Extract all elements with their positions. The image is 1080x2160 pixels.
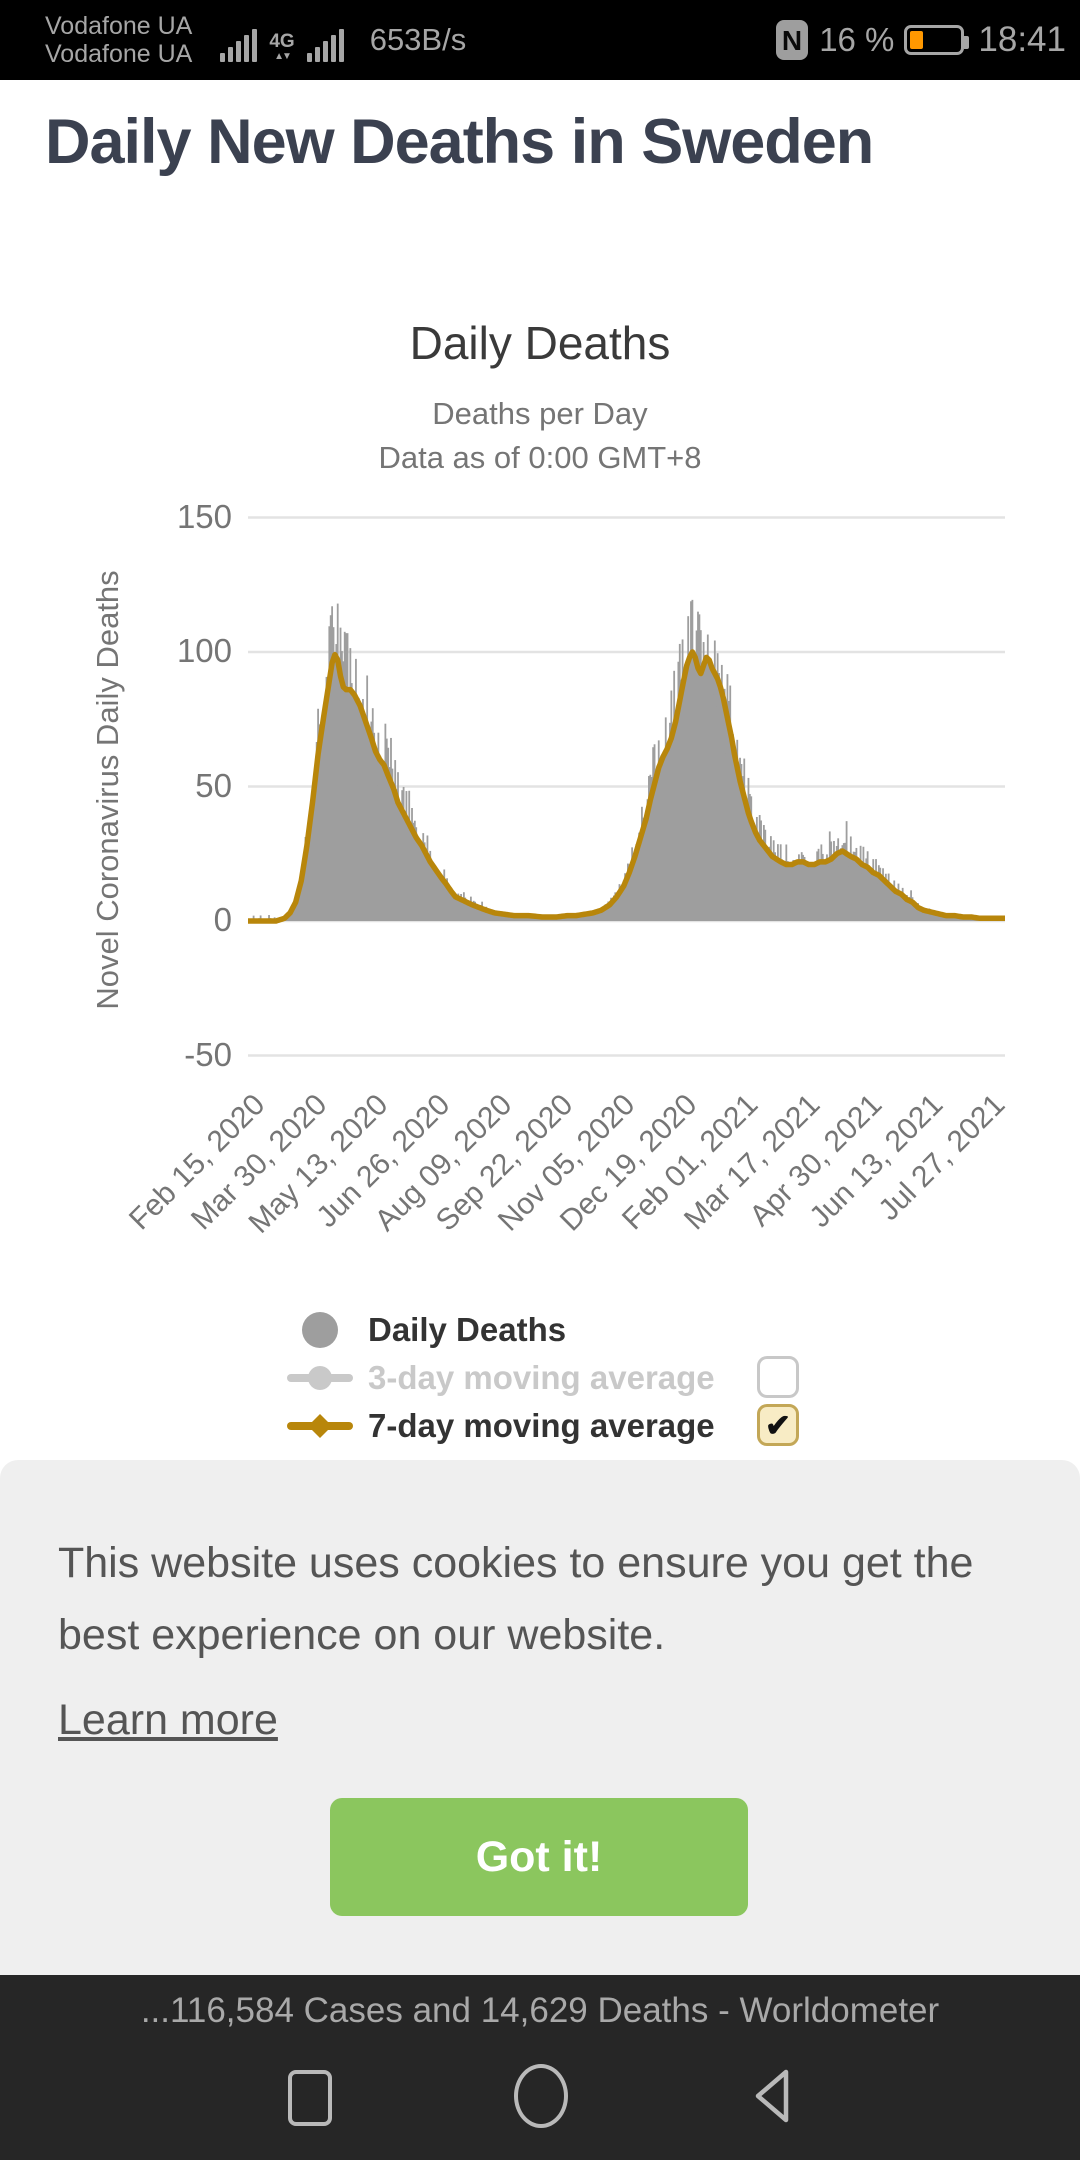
y-tick-label: 100	[176, 632, 232, 669]
network-type-icon: 4G ▲▼	[269, 31, 295, 62]
svg-text:N: N	[782, 25, 802, 56]
legend-label: 7-day moving average	[368, 1407, 715, 1444]
battery-percent: 16 %	[819, 21, 895, 58]
nfc-icon: N	[776, 20, 809, 60]
x-axis-ticks: Feb 15, 2020 Mar 30, 2020 May 13, 2020 Jun …	[0, 1088, 1080, 1288]
carrier-sim1: Vodafone UA	[45, 12, 193, 40]
y-tick-label: 50	[195, 766, 232, 804]
legend-label: 3-day moving average	[368, 1359, 715, 1396]
got-it-button[interactable]: Got it!	[330, 1798, 748, 1916]
recents-button[interactable]	[288, 2070, 332, 2126]
chart-title: Daily Deaths	[409, 317, 671, 369]
y-tick-label: -50	[184, 1035, 232, 1073]
signal-icons: 4G ▲▼	[220, 18, 344, 62]
legend-label: Daily Deaths	[368, 1311, 567, 1348]
battery-icon	[904, 25, 970, 55]
signal-strength-icon-sim1	[220, 28, 258, 62]
browser-page-title: ...116,584 Cases and 14,629 Deaths - Wor…	[140, 1991, 940, 2030]
checkbox-7day-average-checked[interactable]: ✔	[757, 1404, 799, 1446]
home-button[interactable]	[514, 2064, 568, 2128]
battery-nub	[964, 36, 970, 49]
line-circle-icon	[286, 1365, 354, 1391]
gray-circle-icon	[286, 1312, 354, 1348]
battery-fill	[910, 31, 924, 49]
y-axis-ticks: 150 100 50 0 -50	[92, 0, 232, 1200]
network-speed: 653B/s	[369, 22, 467, 57]
legend-item-daily-deaths[interactable]: Daily Deaths	[286, 1307, 566, 1353]
back-button[interactable]	[748, 2066, 796, 2126]
legend-item-7day-average[interactable]: 7-day moving average	[286, 1403, 715, 1449]
chart-subtitle-1: Deaths per Day	[432, 396, 648, 431]
checkbox-3day-average-unchecked[interactable]	[757, 1356, 799, 1398]
line-diamond-icon	[286, 1413, 354, 1439]
carrier-labels: Vodafone UA Vodafone UA	[45, 12, 192, 68]
cookie-message: This website uses cookies to ensure you …	[58, 1539, 974, 1659]
y-tick-label: 150	[176, 497, 232, 535]
status-bar-right: N 16 % 18:41	[775, 0, 1066, 80]
legend-item-3day-average[interactable]: 3-day moving average	[286, 1355, 715, 1401]
page-title: Daily New Deaths in Sweden	[45, 107, 874, 177]
y-tick-label: 0	[213, 901, 232, 938]
signal-strength-icon-sim2	[306, 28, 344, 62]
learn-more-link[interactable]: Learn more	[58, 1695, 278, 1744]
chart-subtitle-2: Data as of 0:00 GMT+8	[378, 440, 702, 475]
status-bar: Vodafone UA Vodafone UA 4G ▲▼ 653B/s N 1…	[0, 0, 1080, 80]
carrier-sim2: Vodafone UA	[45, 40, 193, 68]
daily-deaths-chart-plot[interactable]	[248, 480, 1005, 1070]
status-time: 18:41	[978, 20, 1066, 59]
